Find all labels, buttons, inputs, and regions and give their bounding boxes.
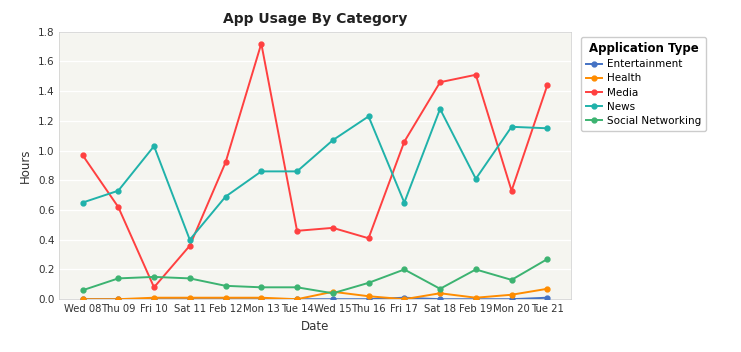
Entertainment (150, 297, 159, 301)
Social Networking (543, 257, 552, 261)
News (328, 138, 337, 142)
News (507, 125, 516, 129)
Health (507, 293, 516, 297)
Entertainment (400, 296, 409, 300)
Media (328, 226, 337, 230)
Entertainment (507, 297, 516, 301)
Entertainment (78, 297, 87, 301)
Social Networking (328, 291, 337, 295)
Y-axis label: Hours: Hours (19, 148, 33, 183)
Media (543, 83, 552, 87)
Entertainment (436, 297, 445, 301)
Social Networking (150, 275, 159, 279)
Media (221, 161, 230, 165)
News (293, 169, 302, 174)
Social Networking (471, 268, 480, 272)
Line: Health: Health (80, 287, 550, 302)
Health (471, 296, 480, 300)
Media (400, 139, 409, 144)
Media (436, 80, 445, 84)
Entertainment (293, 297, 302, 301)
News (400, 201, 409, 205)
Line: News: News (80, 107, 550, 242)
Entertainment (114, 297, 123, 301)
Media (185, 244, 194, 248)
Health (257, 296, 266, 300)
Media (293, 229, 302, 233)
Social Networking (364, 281, 373, 285)
Media (257, 42, 266, 46)
Health (78, 297, 87, 301)
Health (293, 297, 302, 301)
Health (543, 287, 552, 291)
Social Networking (221, 284, 230, 288)
Entertainment (471, 297, 480, 301)
Media (471, 73, 480, 77)
Social Networking (257, 285, 266, 289)
Social Networking (436, 287, 445, 291)
Entertainment (364, 297, 373, 301)
News (364, 114, 373, 119)
Health (436, 291, 445, 295)
Social Networking (400, 268, 409, 272)
Media (114, 205, 123, 209)
Legend: Entertainment, Health, Media, News, Social Networking: Entertainment, Health, Media, News, Soci… (581, 37, 706, 131)
Social Networking (78, 288, 87, 293)
Line: Social Networking: Social Networking (80, 257, 550, 296)
News (78, 201, 87, 205)
Media (78, 153, 87, 157)
Health (328, 290, 337, 294)
News (471, 177, 480, 181)
News (257, 169, 266, 174)
News (150, 144, 159, 148)
Health (364, 294, 373, 298)
News (221, 195, 230, 199)
Line: Media: Media (80, 41, 550, 290)
Entertainment (185, 297, 194, 301)
Social Networking (293, 285, 302, 289)
Entertainment (328, 297, 337, 301)
Health (221, 296, 230, 300)
Entertainment (543, 296, 552, 300)
Media (150, 285, 159, 289)
News (543, 126, 552, 130)
News (114, 189, 123, 193)
Social Networking (185, 276, 194, 281)
Health (400, 297, 409, 301)
Social Networking (507, 278, 516, 282)
Health (185, 296, 194, 300)
Entertainment (221, 297, 230, 301)
Social Networking (114, 276, 123, 281)
News (436, 107, 445, 111)
Entertainment (257, 297, 266, 301)
X-axis label: Date: Date (301, 320, 329, 333)
Media (507, 189, 516, 193)
Title: App Usage By Category: App Usage By Category (223, 12, 407, 26)
News (185, 238, 194, 242)
Health (150, 296, 159, 300)
Media (364, 236, 373, 240)
Health (114, 297, 123, 301)
Line: Entertainment: Entertainment (80, 295, 550, 302)
